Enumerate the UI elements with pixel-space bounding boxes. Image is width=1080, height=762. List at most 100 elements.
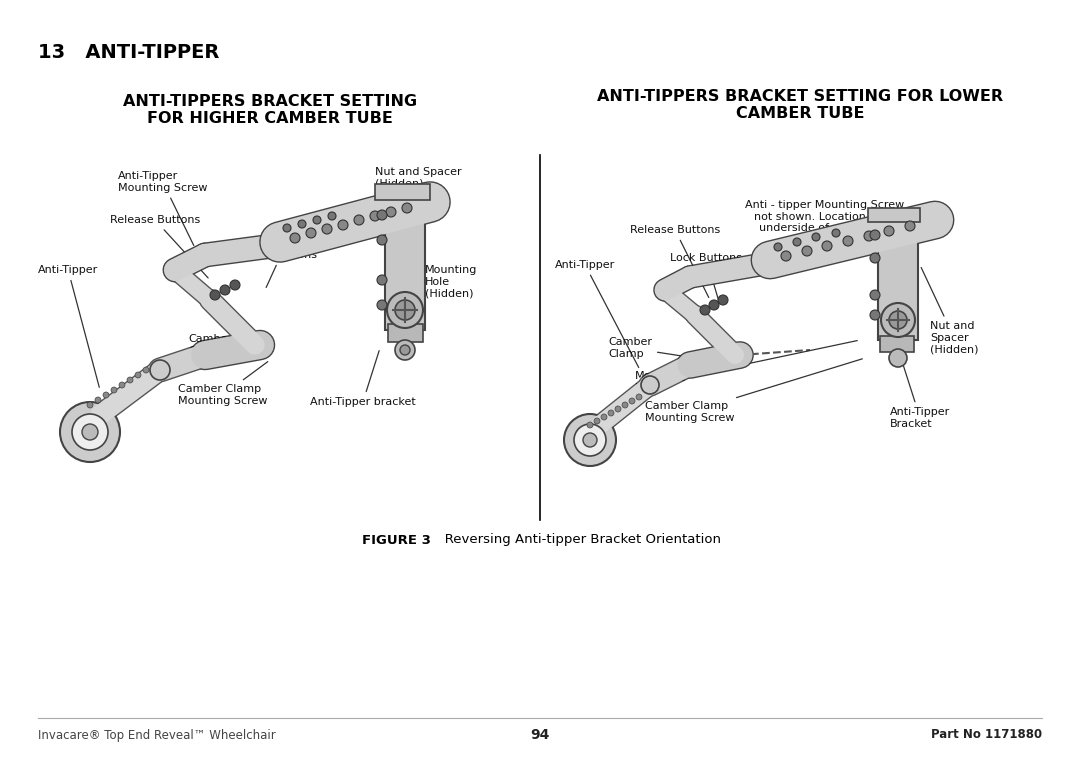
Circle shape xyxy=(60,402,120,462)
Text: Anti-Tipper bracket: Anti-Tipper bracket xyxy=(310,351,416,407)
Circle shape xyxy=(386,207,396,217)
Circle shape xyxy=(111,387,117,393)
Circle shape xyxy=(812,233,820,241)
Circle shape xyxy=(802,246,812,256)
Text: FIGURE 3: FIGURE 3 xyxy=(362,533,431,546)
Bar xyxy=(388,324,423,342)
Circle shape xyxy=(608,410,615,416)
Text: Invacare® Top End Reveal™ Wheelchair: Invacare® Top End Reveal™ Wheelchair xyxy=(38,728,275,741)
Circle shape xyxy=(781,251,791,261)
Circle shape xyxy=(306,228,316,238)
Text: Camber
Clamp: Camber Clamp xyxy=(608,338,692,359)
Circle shape xyxy=(127,377,133,383)
Circle shape xyxy=(328,212,336,220)
Circle shape xyxy=(885,226,894,236)
Circle shape xyxy=(119,382,125,388)
Bar xyxy=(880,336,914,352)
Circle shape xyxy=(143,367,149,373)
Text: Camber Clamp
Mounting Screw: Camber Clamp Mounting Screw xyxy=(178,362,268,406)
Circle shape xyxy=(377,235,387,245)
Circle shape xyxy=(230,280,240,290)
Text: Nut and
Spacer
(Hidden): Nut and Spacer (Hidden) xyxy=(921,267,978,354)
Circle shape xyxy=(718,295,728,305)
Bar xyxy=(868,208,920,222)
Circle shape xyxy=(387,292,423,328)
Circle shape xyxy=(95,397,102,403)
Circle shape xyxy=(870,230,880,240)
Circle shape xyxy=(774,243,782,251)
Circle shape xyxy=(622,402,627,408)
Text: Mounting
Hole: Mounting Hole xyxy=(635,341,858,392)
Circle shape xyxy=(889,311,907,329)
Circle shape xyxy=(338,220,348,230)
Circle shape xyxy=(291,233,300,243)
Circle shape xyxy=(642,376,659,394)
Circle shape xyxy=(629,398,635,404)
Circle shape xyxy=(313,216,321,224)
Circle shape xyxy=(72,414,108,450)
Circle shape xyxy=(377,210,387,220)
Circle shape xyxy=(843,236,853,246)
Text: Anti-Tipper: Anti-Tipper xyxy=(555,260,638,367)
Text: 94: 94 xyxy=(530,728,550,742)
Text: 13   ANTI-TIPPER: 13 ANTI-TIPPER xyxy=(38,43,219,62)
Text: Lock Buttons: Lock Buttons xyxy=(245,250,318,287)
Circle shape xyxy=(822,241,832,251)
Circle shape xyxy=(370,211,380,221)
Circle shape xyxy=(889,349,907,367)
Circle shape xyxy=(402,203,411,213)
Circle shape xyxy=(594,418,600,424)
Circle shape xyxy=(905,221,915,231)
Circle shape xyxy=(87,402,93,408)
Circle shape xyxy=(210,290,220,300)
Circle shape xyxy=(708,300,719,310)
Text: Anti - tipper Mounting Screw
not shown. Location is on
underside of anti-tipper
: Anti - tipper Mounting Screw not shown. … xyxy=(745,200,904,245)
Text: ANTI-TIPPERS BRACKET SETTING
FOR HIGHER CAMBER TUBE: ANTI-TIPPERS BRACKET SETTING FOR HIGHER … xyxy=(123,94,417,126)
Text: Anti-Tipper: Anti-Tipper xyxy=(38,265,99,387)
Circle shape xyxy=(870,253,880,263)
Text: Part No 1171880: Part No 1171880 xyxy=(931,728,1042,741)
Circle shape xyxy=(103,392,109,398)
Circle shape xyxy=(583,433,597,447)
Circle shape xyxy=(588,422,593,428)
Circle shape xyxy=(395,300,415,320)
Circle shape xyxy=(700,305,710,315)
Circle shape xyxy=(864,231,874,241)
Circle shape xyxy=(395,340,415,360)
Text: Anti-Tipper
Mounting Screw: Anti-Tipper Mounting Screw xyxy=(118,171,207,245)
Bar xyxy=(384,200,426,330)
Circle shape xyxy=(322,224,332,234)
Circle shape xyxy=(636,394,642,400)
Text: Release Buttons: Release Buttons xyxy=(110,215,208,278)
Text: ANTI-TIPPERS BRACKET SETTING FOR LOWER
CAMBER TUBE: ANTI-TIPPERS BRACKET SETTING FOR LOWER C… xyxy=(597,89,1003,121)
Text: Lock Buttons: Lock Buttons xyxy=(670,253,742,303)
Bar xyxy=(375,184,430,200)
Text: Nut and Spacer
(Hidden): Nut and Spacer (Hidden) xyxy=(375,167,461,210)
Circle shape xyxy=(150,360,170,380)
Circle shape xyxy=(82,424,98,440)
Circle shape xyxy=(377,275,387,285)
Text: Camber
Clamp: Camber Clamp xyxy=(188,335,240,356)
Circle shape xyxy=(298,220,306,228)
Circle shape xyxy=(832,229,840,237)
Circle shape xyxy=(564,414,616,466)
Text: Reversing Anti-tipper Bracket Orientation: Reversing Anti-tipper Bracket Orientatio… xyxy=(432,533,721,546)
Circle shape xyxy=(354,215,364,225)
Circle shape xyxy=(220,285,230,295)
Circle shape xyxy=(135,372,141,378)
Text: Camber Clamp
Mounting Screw: Camber Clamp Mounting Screw xyxy=(645,359,862,423)
Circle shape xyxy=(615,406,621,412)
Circle shape xyxy=(283,224,291,232)
Circle shape xyxy=(870,290,880,300)
Circle shape xyxy=(377,300,387,310)
Text: Anti-Tipper
Bracket: Anti-Tipper Bracket xyxy=(890,357,950,429)
Text: Release Buttons: Release Buttons xyxy=(630,225,720,297)
Circle shape xyxy=(600,414,607,420)
Circle shape xyxy=(400,345,410,355)
Bar xyxy=(878,215,918,340)
Text: Mounting
Hole
(Hidden): Mounting Hole (Hidden) xyxy=(413,265,477,299)
Circle shape xyxy=(573,424,606,456)
Circle shape xyxy=(793,238,801,246)
Circle shape xyxy=(881,303,915,337)
Circle shape xyxy=(870,310,880,320)
